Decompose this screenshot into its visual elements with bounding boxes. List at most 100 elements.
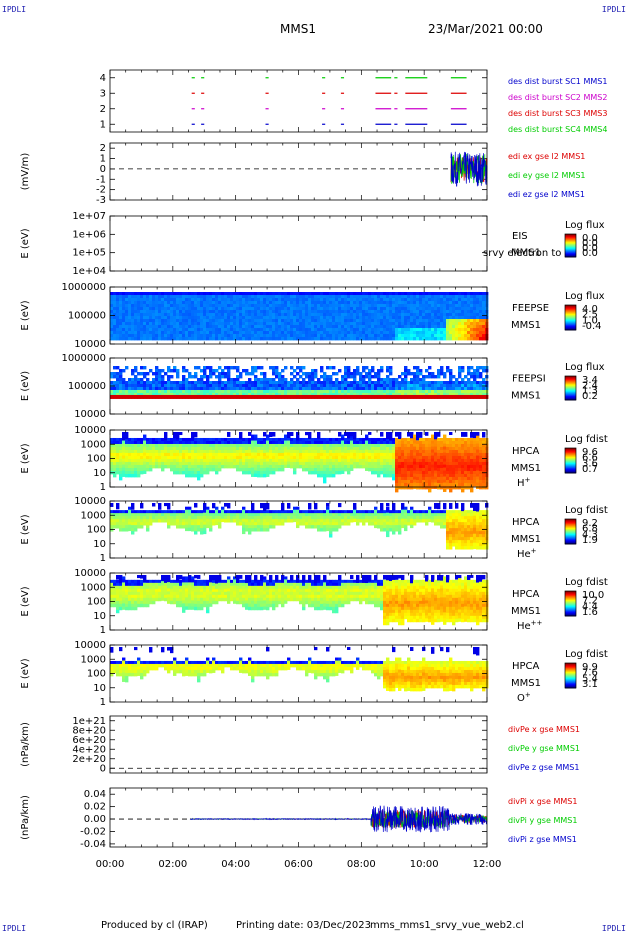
spectrogram-cell bbox=[125, 387, 129, 391]
spectrogram-cell bbox=[164, 449, 168, 454]
spectrogram-cell bbox=[215, 455, 219, 460]
spectrogram-cell bbox=[353, 446, 357, 451]
spectrogram-cell bbox=[242, 328, 246, 332]
spectrogram-cell bbox=[191, 307, 195, 311]
spectrogram-cell bbox=[209, 390, 213, 394]
spectrogram-cell bbox=[191, 440, 195, 445]
spectrogram-cell bbox=[200, 334, 204, 338]
spectrogram-cell bbox=[398, 319, 402, 323]
spectrogram-cell bbox=[458, 307, 462, 311]
spectrogram-cell bbox=[149, 325, 153, 329]
spectrogram-cell bbox=[170, 455, 174, 460]
spectrogram-cell bbox=[473, 369, 477, 373]
spectrogram-cell bbox=[302, 298, 306, 302]
spectrogram-cell bbox=[284, 461, 288, 465]
spectrogram-cell bbox=[401, 298, 405, 302]
spectrogram-cell bbox=[275, 334, 279, 338]
spectrogram-cell bbox=[239, 381, 243, 385]
spectrogram-cell bbox=[131, 387, 135, 391]
spectrogram-cell bbox=[140, 298, 144, 302]
spectrogram-cell bbox=[344, 325, 348, 329]
spectrogram-cell bbox=[170, 316, 174, 320]
spectrogram-cell bbox=[230, 295, 234, 299]
spectrogram-cell bbox=[182, 461, 186, 466]
spectrogram-cell bbox=[293, 369, 297, 373]
spectrogram-cell bbox=[200, 381, 204, 385]
spectrogram-cell bbox=[185, 390, 189, 394]
spectrogram-cell bbox=[221, 458, 225, 463]
spectrogram-cell bbox=[284, 295, 288, 299]
spectrogram-cell bbox=[449, 369, 453, 373]
spectrogram-cell bbox=[203, 464, 207, 469]
spectrogram-cell bbox=[284, 337, 288, 341]
spectrogram-cell bbox=[239, 331, 243, 335]
colorbar-tick-label: 0.0 bbox=[582, 238, 598, 249]
spectrogram-cell bbox=[401, 446, 405, 451]
spectrogram-cell bbox=[146, 301, 150, 305]
spectrogram-cell bbox=[179, 432, 183, 436]
spectrogram-cell bbox=[203, 325, 207, 329]
spectrogram-cell bbox=[260, 461, 264, 466]
spectrogram-cell bbox=[386, 470, 390, 475]
spectrogram-cell bbox=[260, 455, 264, 460]
spectrogram-cell bbox=[329, 319, 333, 323]
spectrogram-cell bbox=[320, 449, 324, 454]
spectrogram-cell bbox=[335, 381, 339, 385]
spectrogram-cell bbox=[371, 313, 375, 317]
spectrogram-cell bbox=[131, 455, 135, 460]
spectrogram-cell bbox=[302, 387, 306, 391]
spectrogram-cell bbox=[299, 366, 303, 370]
colorbar-swatch bbox=[565, 240, 576, 243]
spectrogram-cell bbox=[350, 328, 354, 332]
spectrogram-cell bbox=[398, 464, 402, 469]
spectrogram-cell bbox=[161, 328, 165, 332]
spectrogram-cell bbox=[389, 390, 393, 394]
colorbar-swatch bbox=[565, 324, 576, 326]
spectrogram-cell bbox=[416, 443, 420, 448]
spectrogram-cell bbox=[116, 390, 120, 394]
spectrogram-cell bbox=[476, 387, 480, 391]
spectrogram-cell bbox=[404, 464, 408, 469]
spectrogram-cell bbox=[116, 366, 120, 370]
spectrogram-cell bbox=[254, 295, 258, 299]
spectrogram-cell bbox=[395, 485, 399, 490]
colorbar-swatch bbox=[565, 309, 576, 311]
spectrogram-cell bbox=[188, 452, 192, 457]
spectrogram-cell bbox=[452, 394, 456, 399]
spectrogram-cell bbox=[335, 458, 339, 463]
spectrogram-cell bbox=[320, 319, 324, 323]
spectrogram-cell bbox=[197, 440, 201, 445]
spectrogram-cell bbox=[353, 455, 357, 460]
spectrogram-cell bbox=[353, 443, 357, 448]
spectrogram-cell bbox=[278, 319, 282, 323]
spectrogram-cell bbox=[281, 337, 285, 341]
spectrogram-cell bbox=[401, 437, 405, 442]
spectrogram-cell bbox=[245, 446, 249, 451]
spectrogram-cell bbox=[434, 298, 438, 302]
spectrogram-cell bbox=[329, 316, 333, 320]
spectrogram-cell bbox=[164, 446, 168, 451]
spectrogram-cell bbox=[338, 381, 342, 385]
spectrogram-cell bbox=[122, 446, 126, 450]
spectrogram-cell bbox=[473, 310, 477, 314]
spectrogram-cell bbox=[422, 381, 426, 385]
spectrogram-cell bbox=[371, 334, 375, 338]
spectrogram-cell bbox=[143, 325, 147, 329]
spectrogram-cell bbox=[185, 304, 189, 308]
spectrogram-cell bbox=[470, 325, 474, 329]
overlay-text: srvy electron to bbox=[483, 248, 561, 259]
spectrogram-cell bbox=[311, 298, 315, 302]
spectrogram-cell bbox=[245, 452, 249, 457]
spectrogram-cell bbox=[116, 295, 120, 299]
spectrogram-cell bbox=[344, 322, 348, 326]
spectrogram-cell bbox=[422, 449, 426, 454]
spectrogram-cell bbox=[347, 295, 351, 299]
spectrogram-cell bbox=[170, 313, 174, 317]
spectrogram-cell bbox=[413, 443, 417, 447]
colorbar-tick-label: 1.3 bbox=[582, 386, 598, 397]
spectrogram-cell bbox=[122, 440, 126, 444]
spectrogram-cell bbox=[212, 322, 216, 326]
spectrogram-cell bbox=[458, 298, 462, 302]
spectrogram-cell bbox=[209, 298, 213, 302]
spectrogram-cell bbox=[341, 461, 345, 465]
